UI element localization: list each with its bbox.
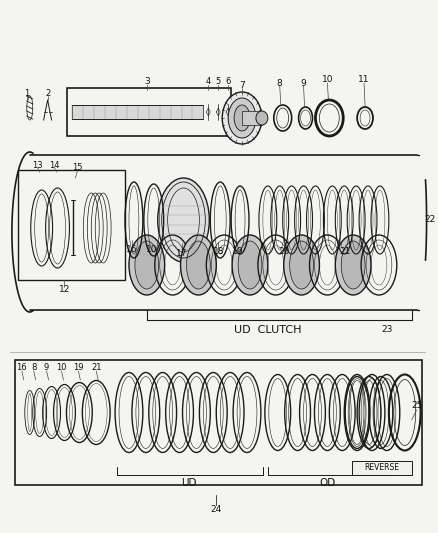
Ellipse shape [284, 235, 319, 295]
Ellipse shape [336, 235, 371, 295]
Text: 10: 10 [321, 76, 333, 85]
Ellipse shape [238, 241, 262, 289]
Text: 20: 20 [278, 247, 290, 256]
Text: 6: 6 [226, 77, 231, 86]
Text: 11: 11 [358, 76, 370, 85]
Text: UD  CLUTCH: UD CLUTCH [234, 325, 302, 335]
Text: REVERSE: REVERSE [364, 464, 399, 472]
Text: 8: 8 [277, 78, 283, 87]
Text: 5: 5 [215, 77, 221, 86]
Text: 16: 16 [17, 364, 27, 373]
Text: 23: 23 [381, 326, 392, 335]
Text: 13: 13 [32, 160, 43, 169]
Text: 9: 9 [300, 78, 307, 87]
Text: 19: 19 [73, 364, 84, 373]
Ellipse shape [135, 241, 159, 289]
Text: 10: 10 [146, 246, 158, 254]
Ellipse shape [187, 241, 210, 289]
Text: 8: 8 [31, 364, 36, 373]
Ellipse shape [180, 235, 216, 295]
Text: 15: 15 [72, 164, 83, 173]
Text: 4: 4 [206, 77, 211, 86]
Text: 12: 12 [59, 286, 70, 295]
Ellipse shape [232, 235, 268, 295]
Text: 18: 18 [212, 247, 224, 256]
Text: 25: 25 [411, 400, 422, 409]
Text: 1: 1 [24, 88, 29, 98]
Bar [242, 111, 262, 125]
Text: 9: 9 [44, 364, 49, 373]
Ellipse shape [158, 178, 209, 262]
Text: 10: 10 [56, 364, 67, 373]
Text: 19: 19 [232, 247, 244, 256]
Bar [67, 88, 231, 136]
Bar [15, 360, 422, 485]
Ellipse shape [341, 241, 365, 289]
Text: UD: UD [181, 478, 196, 488]
Ellipse shape [290, 241, 314, 289]
Ellipse shape [234, 105, 250, 131]
Text: 22: 22 [424, 215, 436, 224]
Ellipse shape [129, 235, 165, 295]
Text: 7: 7 [239, 80, 245, 90]
Text: OD: OD [319, 478, 336, 488]
Ellipse shape [228, 98, 256, 138]
Text: 24: 24 [211, 505, 222, 514]
Text: 21: 21 [91, 364, 102, 373]
Text: 16: 16 [126, 246, 138, 254]
Bar [72, 105, 203, 119]
Bar [352, 461, 412, 475]
Ellipse shape [256, 111, 268, 125]
Text: 3: 3 [144, 77, 150, 86]
Text: 17: 17 [176, 248, 187, 257]
Ellipse shape [222, 92, 262, 144]
Bar [18, 170, 125, 280]
Text: 14: 14 [49, 160, 60, 169]
Text: 21: 21 [339, 247, 351, 256]
Text: 2: 2 [45, 88, 50, 98]
